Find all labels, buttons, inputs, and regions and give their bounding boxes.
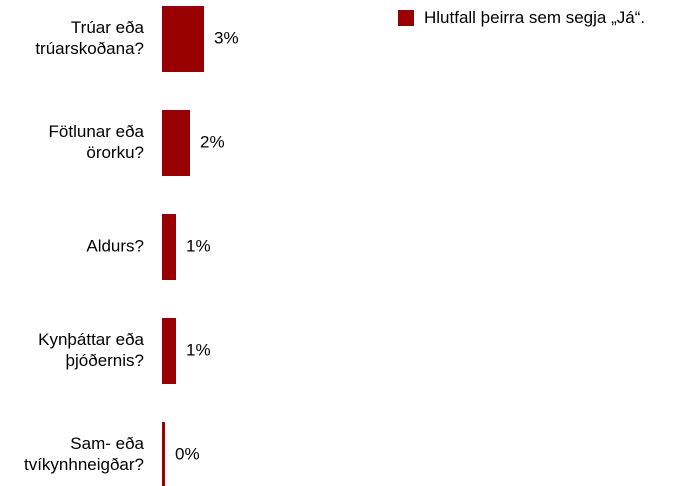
category-label: Kynþáttar eða þjóðernis?: [38, 330, 144, 370]
category-label: Fötlunar eða örorku?: [49, 122, 145, 162]
legend: Hlutfall þeirra sem segja „Já“.: [398, 8, 645, 28]
value-label: 3%: [214, 28, 239, 47]
bar: [162, 6, 204, 72]
legend-swatch: [398, 10, 414, 26]
legend-label: Hlutfall þeirra sem segja „Já“.: [424, 8, 646, 27]
value-label: 0%: [175, 444, 200, 463]
category-label: Sam- eða tvíkynhneigðar?: [24, 434, 145, 474]
bar: [162, 422, 165, 486]
value-label: 1%: [186, 340, 211, 359]
category-label: Aldurs?: [86, 236, 144, 255]
value-label: 2%: [200, 132, 225, 151]
bar: [162, 318, 176, 384]
bar: [162, 214, 176, 280]
value-label: 1%: [186, 236, 211, 255]
bar: [162, 110, 190, 176]
category-label: Trúar eða trúarskoðana?: [35, 18, 144, 58]
